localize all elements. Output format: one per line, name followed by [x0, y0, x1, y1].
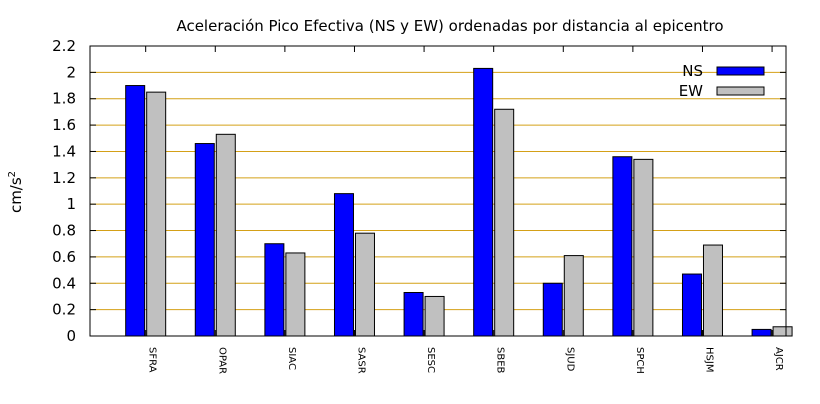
- bar-ns-sfra: [125, 85, 146, 337]
- bar-ew-sesc: [424, 295, 445, 337]
- y-tick-label: 2.2: [52, 37, 76, 55]
- x-axis-ticks: SFRA OPAR SIAC SASR SESC SBEB SJUD SPCH HSJM AJCR: [145, 46, 784, 374]
- y-tick-label: 1.8: [52, 90, 76, 108]
- bar-ew-sfra: [146, 91, 167, 337]
- bar-ns-sesc: [403, 292, 424, 337]
- y-tick-label: 0: [66, 327, 76, 345]
- bar-ew-spch: [633, 158, 654, 337]
- x-tick-label: SIAC: [286, 347, 297, 370]
- legend-swatch-ns: [716, 66, 765, 76]
- x-tick-label: AJCR: [773, 347, 784, 371]
- bar-ns-sbeb: [473, 67, 494, 337]
- legend-swatch-ew: [716, 86, 765, 96]
- x-tick-label: OPAR: [216, 347, 227, 374]
- bar-ew-siac: [285, 252, 306, 337]
- y-axis-label-unit: cm/s: [7, 177, 25, 213]
- bar-ns-sjud: [542, 282, 563, 337]
- bars: [125, 67, 793, 337]
- bar-ew-ajcr: [772, 326, 793, 337]
- y-axis-label: cm/s2: [7, 171, 25, 213]
- x-tick-label: SPCH: [634, 347, 645, 374]
- x-tick-label: SJUD: [564, 347, 575, 372]
- y-tick-label: 1.4: [52, 142, 76, 160]
- y-tick-label: 1.2: [52, 169, 76, 187]
- x-tick-label: SBEB: [495, 347, 506, 374]
- bar-ns-siac: [264, 243, 285, 337]
- y-tick-label: 1: [66, 195, 76, 213]
- y-tick-label: 0.2: [52, 301, 76, 319]
- legend-label: NS: [682, 62, 703, 80]
- y-tick-label: 0.8: [52, 222, 76, 240]
- bar-ns-hsjm: [681, 273, 702, 337]
- y-axis-ticks: 0 0.2 0.4 0.6 0.8 1 1.2 1.4 1.6 1.8 2 2.2: [52, 37, 786, 345]
- bar-ew-opar: [215, 133, 236, 337]
- bar-ns-ajcr: [751, 328, 772, 337]
- bar-ew-sbeb: [494, 108, 515, 337]
- chart-title: Aceleración Pico Efectiva (NS y EW) orde…: [176, 17, 723, 35]
- x-tick-label: SESC: [425, 347, 436, 373]
- y-tick-label: 0.4: [52, 274, 76, 292]
- grid-lines: [90, 71, 786, 311]
- bar-ew-hsjm: [702, 244, 723, 337]
- legend-label: EW: [679, 82, 703, 100]
- y-tick-label: 1.6: [52, 116, 76, 134]
- bar-ew-sasr: [354, 232, 375, 337]
- x-tick-label: SASR: [355, 347, 366, 374]
- legend: NS EW: [679, 62, 765, 100]
- y-axis-label-exponent: 2: [7, 171, 18, 177]
- y-tick-label: 0.6: [52, 248, 76, 266]
- x-tick-label: HSJM: [703, 347, 714, 372]
- x-tick-label: SFRA: [147, 347, 158, 373]
- plot-frame: [89, 45, 787, 337]
- bar-ns-opar: [194, 143, 215, 337]
- bar-ew-sjud: [563, 255, 584, 337]
- bar-ns-spch: [612, 156, 633, 337]
- bar-ns-sasr: [333, 193, 354, 337]
- y-tick-label: 2: [66, 63, 76, 81]
